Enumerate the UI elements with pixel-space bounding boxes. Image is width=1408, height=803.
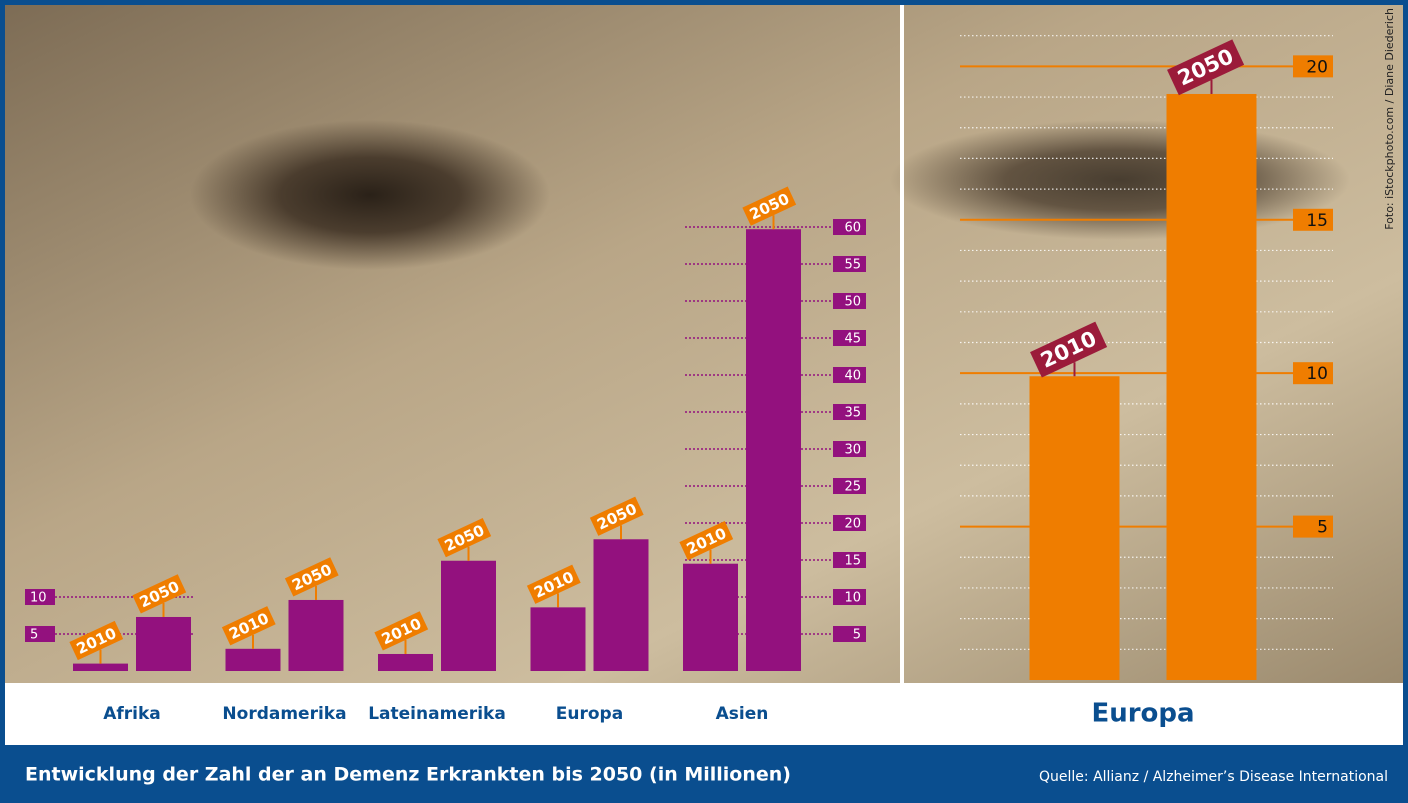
bar <box>593 539 649 671</box>
y-tick-box <box>1293 515 1333 538</box>
y-tick-label: 15 <box>1306 211 1328 231</box>
tag-box <box>1030 321 1108 378</box>
x-tick-label: Europa <box>556 704 623 724</box>
y-tick-box <box>833 478 866 494</box>
y-tick-label: 40 <box>844 369 861 384</box>
y-tick-label: 20 <box>1306 57 1328 77</box>
bar <box>1029 376 1120 680</box>
y-tick-box <box>833 441 866 457</box>
y-tick-label: 10 <box>30 591 47 606</box>
divider <box>900 5 904 683</box>
y-tick-box <box>833 589 866 605</box>
y-tick-box <box>833 626 866 642</box>
tag-box <box>284 557 339 597</box>
bar <box>73 663 128 671</box>
bar <box>441 560 496 671</box>
label-band <box>5 683 1403 745</box>
y-tick-label: 35 <box>844 406 861 421</box>
x-tick-label: Asien <box>716 704 769 724</box>
tag-box <box>221 606 276 646</box>
y-tick-box <box>833 293 866 309</box>
tag-box <box>742 186 797 226</box>
bar <box>288 599 344 671</box>
x-tick-label: Afrika <box>103 704 161 724</box>
y-tick-label: 30 <box>844 443 861 458</box>
tag-box <box>374 611 429 651</box>
y-tick-label: 25 <box>844 480 861 495</box>
y-tick-box <box>833 330 866 346</box>
photo-eye <box>890 120 1350 240</box>
y-tick-label: 5 <box>30 628 38 643</box>
y-tick-box <box>1293 208 1333 231</box>
y-tick-box <box>833 515 866 531</box>
y-tick-box <box>833 367 866 383</box>
bar <box>1166 93 1257 680</box>
y-tick-label: 5 <box>1317 518 1328 538</box>
y-tick-label: 15 <box>844 554 861 569</box>
x-tick-label: Lateinamerika <box>368 704 506 724</box>
y-tick-box <box>25 626 55 642</box>
tag-box <box>69 620 124 661</box>
source: Quelle: Allianz / Alzheimer’s Disease In… <box>1039 769 1388 785</box>
tag-box <box>679 521 734 561</box>
bar <box>378 653 433 671</box>
y-tick-box <box>833 404 866 420</box>
y-tick-label: 5 <box>853 628 861 643</box>
y-tick-label: 10 <box>1306 364 1328 384</box>
y-tick-label: 50 <box>844 295 861 310</box>
bar <box>136 616 191 671</box>
bar <box>746 229 801 671</box>
y-tick-label: 10 <box>844 591 861 606</box>
bar <box>225 648 281 671</box>
y-tick-box <box>833 552 866 568</box>
photo-eye <box>190 120 550 270</box>
y-tick-box <box>1293 362 1333 385</box>
y-tick-label: 55 <box>844 258 861 273</box>
y-tick-box <box>833 256 866 272</box>
title: Entwicklung der Zahl der an Demenz Erkra… <box>25 764 791 786</box>
y-tick-label: 20 <box>844 517 861 532</box>
y-tick-label: 60 <box>844 221 861 236</box>
tag-box <box>437 518 492 558</box>
x-tick-label: Europa <box>1091 699 1194 729</box>
y-tick-box <box>833 219 866 235</box>
bar <box>683 563 738 671</box>
y-tick-label: 45 <box>844 332 861 347</box>
tag-box <box>589 496 644 536</box>
bar <box>530 607 586 671</box>
x-tick-label: Nordamerika <box>222 704 346 724</box>
tag-box <box>526 564 581 604</box>
photo-credit: Foto: iStockphoto.com / Diane Diederich <box>1383 8 1396 230</box>
y-tick-box <box>25 589 55 605</box>
tag-box <box>1167 39 1245 96</box>
y-tick-box <box>1293 55 1333 78</box>
tag-box <box>132 574 187 614</box>
